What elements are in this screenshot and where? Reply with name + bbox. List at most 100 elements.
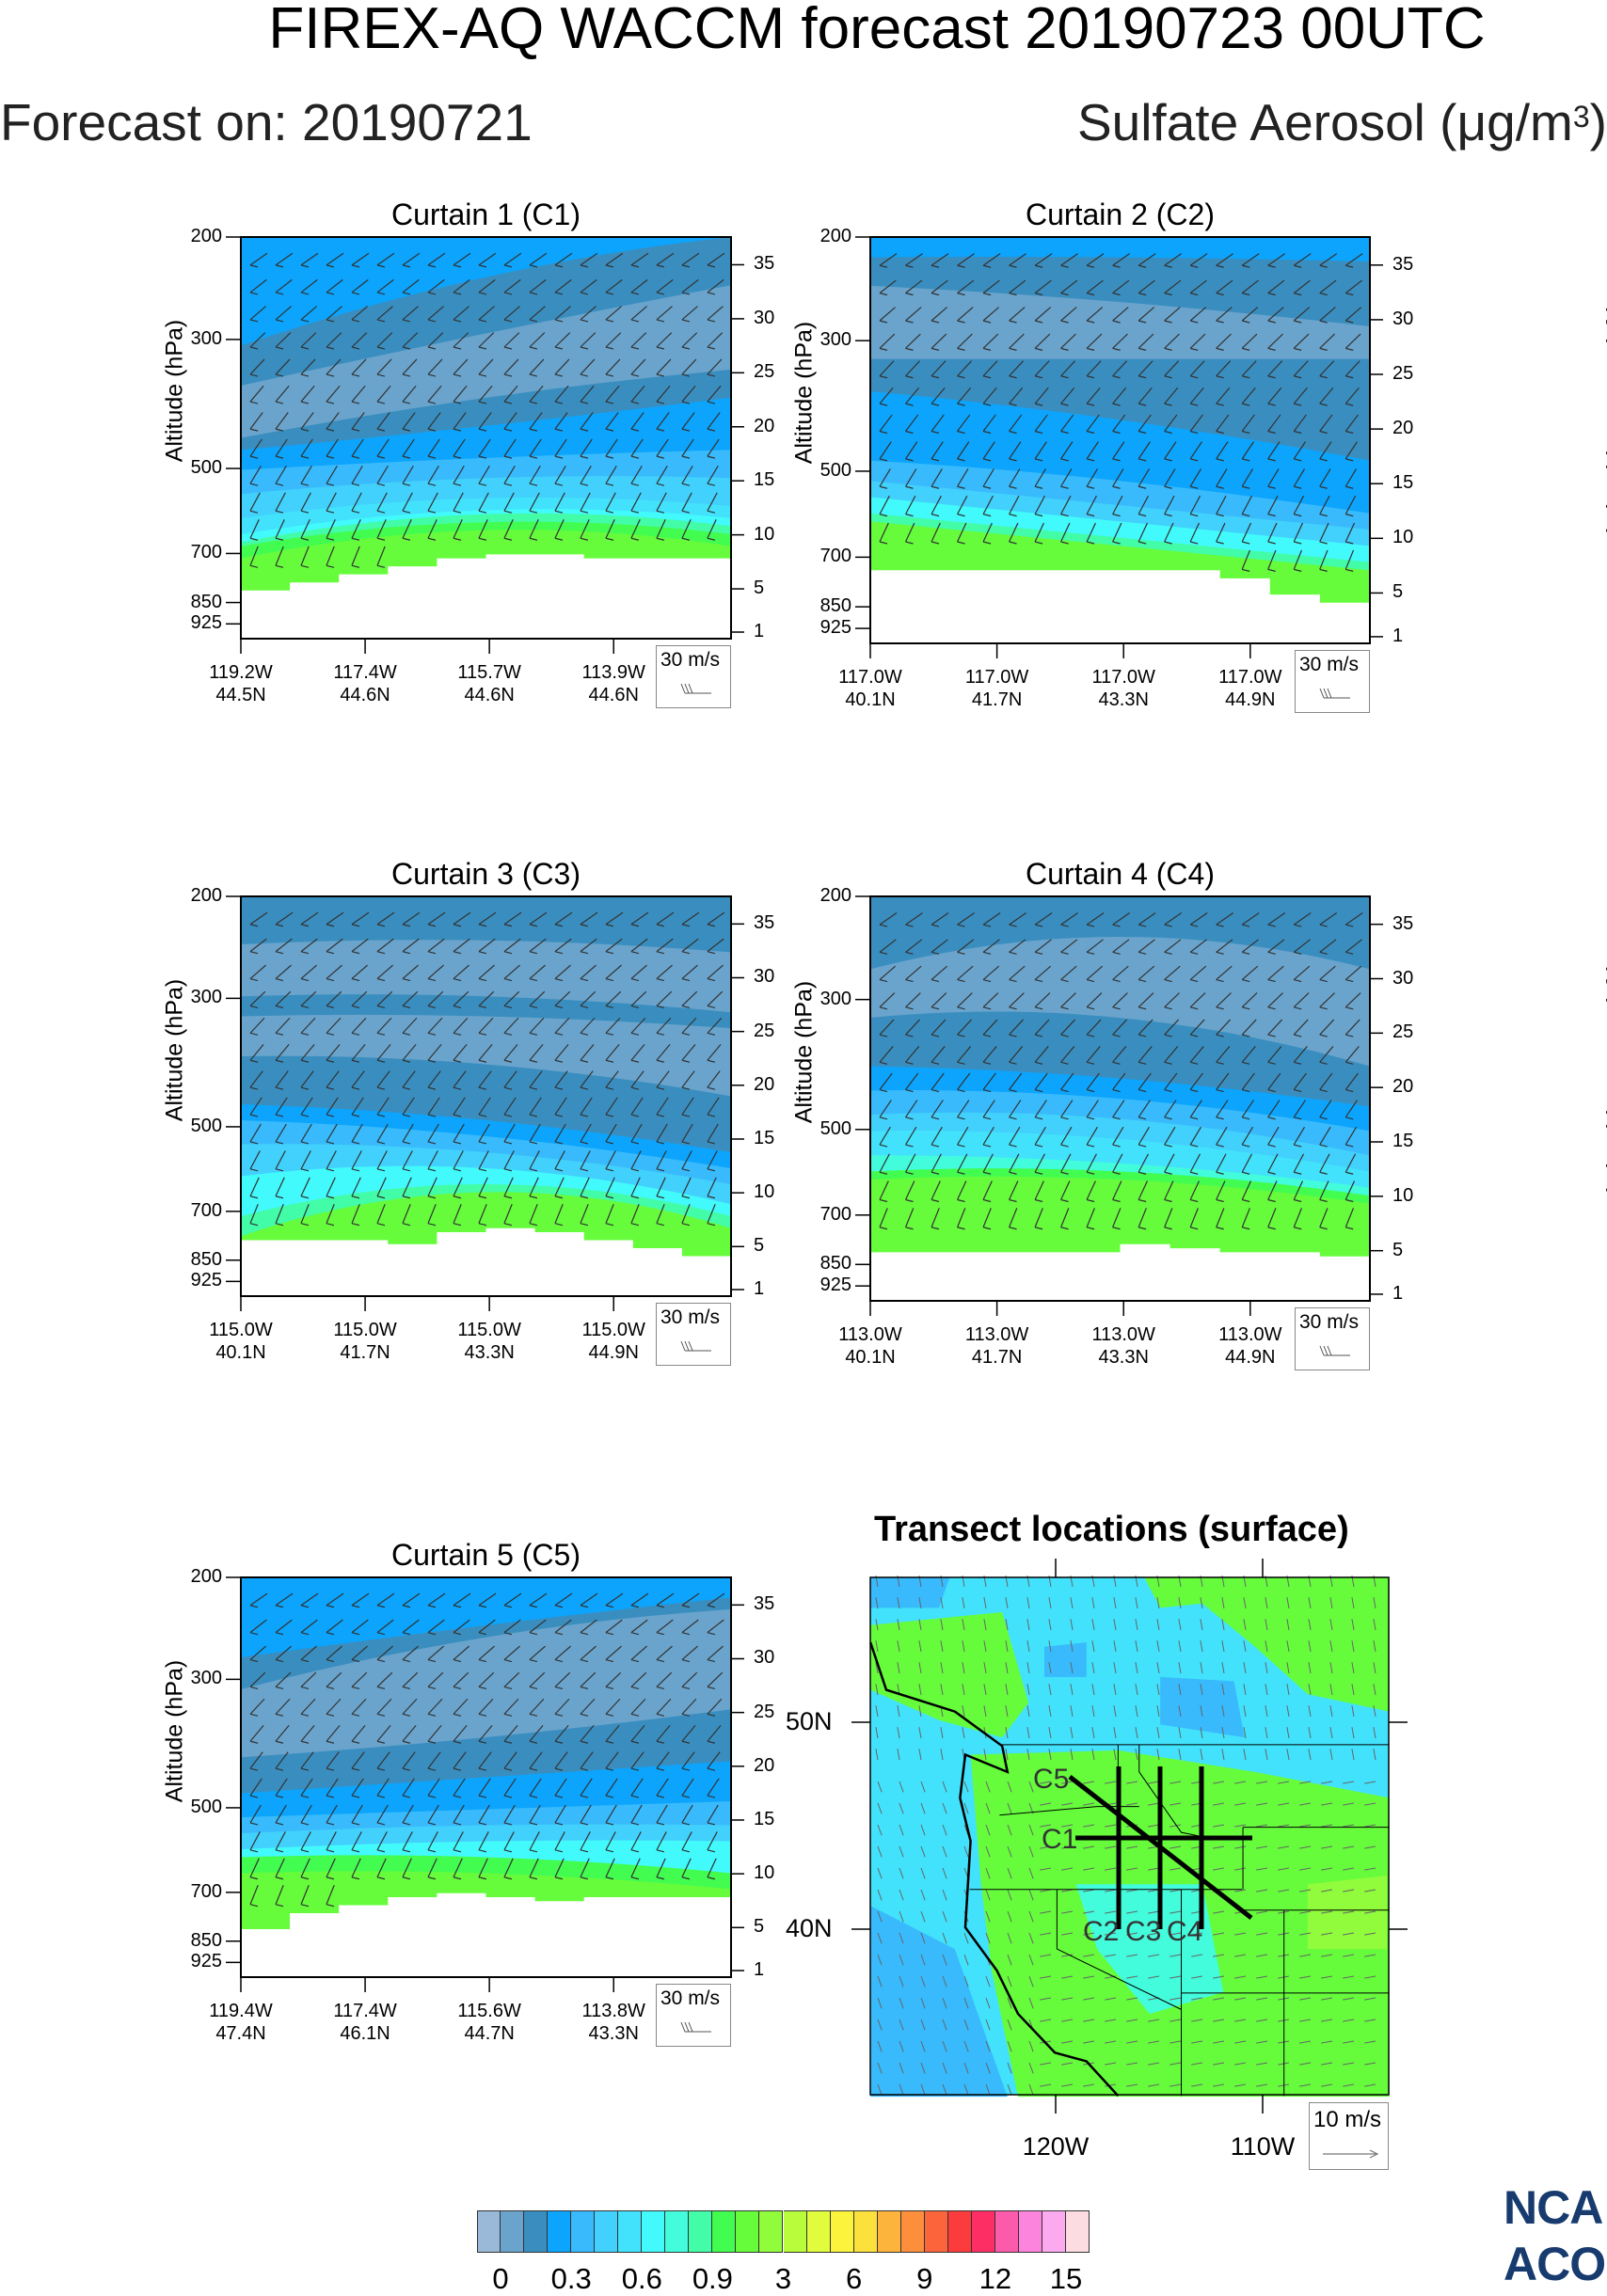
curtain-plot: [855, 895, 1383, 1316]
wind-barb: [931, 1100, 944, 1120]
wind-barb: [503, 1831, 515, 1853]
wind-arrow: [985, 1781, 991, 1793]
wind-barb: [1189, 1180, 1200, 1203]
wind-barb: [580, 964, 597, 982]
wind-barb: [275, 332, 292, 350]
wind-barb: [1216, 387, 1231, 406]
wind-barb: [300, 1123, 312, 1145]
wind-barb: [529, 1858, 539, 1880]
wind-arrow: [1148, 2040, 1160, 2044]
x-tick-lat: 43.3N: [1098, 689, 1149, 710]
wind-arrow: [875, 1727, 879, 1739]
wind-barb: [630, 1831, 642, 1853]
wind-arrow: [1113, 1662, 1117, 1674]
wind-barb: [1216, 522, 1226, 545]
wind-barb: [656, 938, 674, 955]
wind-barb: [351, 438, 364, 459]
wind-barb: [956, 522, 967, 545]
wind-barb: [554, 1017, 570, 1036]
wind-barb: [503, 1123, 516, 1145]
wind-barb: [1319, 307, 1336, 324]
wind-barb: [554, 1070, 568, 1090]
wind-barb: [931, 1046, 946, 1065]
wind-arrow: [1234, 1867, 1247, 1871]
wind-barb: [503, 492, 515, 514]
wind-barb: [681, 938, 699, 955]
wind-arrow: [1343, 1824, 1355, 1828]
wind-barb: [529, 1645, 546, 1663]
wind-arrow: [1329, 1749, 1333, 1761]
logo-line1: NCA: [1504, 2181, 1603, 2234]
wind-barb: [249, 1017, 265, 1036]
wind-barb: [707, 306, 724, 323]
wind-barb: [1344, 965, 1362, 983]
wind-barb: [1267, 939, 1285, 955]
wind-barb: [656, 306, 673, 323]
wind-barb: [1138, 333, 1154, 351]
wind-barb: [249, 1592, 268, 1608]
wind-barb: [707, 1017, 723, 1036]
wind-barb: [554, 306, 571, 323]
wind-barb: [326, 466, 338, 486]
wind-barb: [580, 385, 595, 404]
wind-barb: [1034, 1126, 1046, 1148]
wind-arrow: [920, 1975, 926, 1987]
wind-arrow: [1040, 1997, 1052, 2001]
wind-barb: [453, 412, 467, 432]
height-tick-label: 20: [754, 1073, 775, 1095]
wind-barb: [300, 438, 313, 459]
wind-arrow: [1105, 1824, 1117, 1828]
wind-arrow: [1048, 1705, 1052, 1718]
pressure-tick-label: 200: [819, 885, 851, 906]
wind-arrow: [1265, 1684, 1268, 1696]
wind-arrow: [1169, 1824, 1182, 1828]
wind-arrow: [1299, 1781, 1312, 1784]
wind-barb: [1060, 522, 1071, 545]
wind-barb: [1164, 253, 1183, 268]
wind-barb: [1189, 1100, 1202, 1120]
wind-arrow: [1169, 1845, 1182, 1849]
wind-arrow: [1048, 1749, 1052, 1761]
wind-barb: [931, 1153, 942, 1175]
wind-barb: [275, 1885, 284, 1908]
wind-arrow: [1265, 1662, 1268, 1674]
wind-barb: [605, 278, 623, 295]
wind-barb: [427, 1858, 438, 1880]
wind-arrow: [1105, 1932, 1117, 1936]
wind-barb: [1009, 522, 1019, 545]
wind-arrow: [920, 1954, 926, 1966]
wind-arrow: [1343, 1997, 1355, 2001]
wind-barb: [1189, 387, 1204, 406]
wind-arrow: [1234, 2040, 1247, 2044]
wind-barb: [1138, 307, 1155, 324]
wind-arrow: [985, 1910, 991, 1923]
lat-tick-label: 40N: [786, 1914, 833, 1942]
wind-barb: [1267, 549, 1277, 572]
wind-barb: [326, 1698, 342, 1717]
pressure-tick-label: 700: [819, 546, 851, 567]
wind-barb: [982, 1100, 995, 1120]
wind-arrow: [875, 1619, 879, 1631]
wind-barb: [478, 1858, 488, 1880]
wind-barb: [1293, 307, 1311, 324]
wind-barb: [957, 1019, 972, 1037]
wind-arrow: [1028, 1845, 1034, 1858]
wind-barb: [427, 911, 446, 927]
wind-arrow: [1243, 1727, 1247, 1739]
x-tick-label: 115.0W 43.3N: [442, 1319, 536, 1364]
x-tick-lat: 47.4N: [215, 2023, 266, 2044]
wind-barb: [1112, 965, 1129, 983]
transect-label: C4: [1167, 1916, 1202, 1947]
wind-arrow: [940, 1597, 944, 1609]
wind-arrow: [1135, 1662, 1138, 1674]
wind-barb: [1344, 1126, 1358, 1148]
x-tick-label: 117.4W 46.1N: [318, 2000, 412, 2045]
pressure-tick-label: 500: [190, 1115, 222, 1136]
wind-barb: [427, 1592, 446, 1608]
wind-barb: [605, 1619, 623, 1636]
wind-arrow: [1221, 1705, 1225, 1718]
wind-arrow: [1061, 1910, 1074, 1914]
wind-barb: [656, 1070, 670, 1090]
wind-arrow: [1299, 2083, 1312, 2087]
wind-arrow: [1126, 1997, 1138, 2001]
